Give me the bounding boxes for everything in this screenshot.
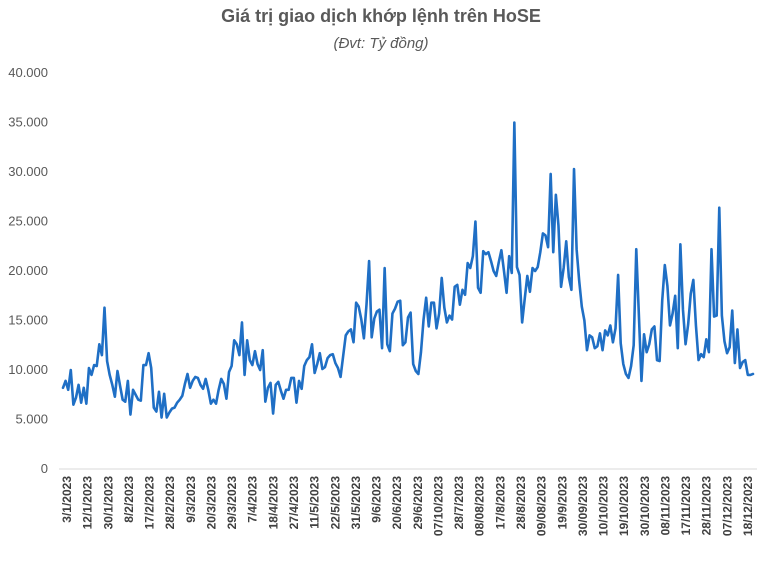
x-tick-label: 07/10/2023 [431,476,445,536]
series-line [61,121,755,419]
y-tick-label: 25.000 [8,214,48,229]
y-axis: 0 5.000 10.000 15.000 20.000 25.000 30.000 35.0… [8,65,48,476]
x-tick-label: 30/1/2023 [101,476,115,530]
x-tick-label: 18/4/2023 [266,476,280,530]
x-tick-label: 28/11/2023 [700,476,714,536]
y-tick-label: 10.000 [8,362,48,377]
x-tick-label: 08/11/2023 [658,476,672,536]
x-tick-label: 30/10/2023 [638,476,652,536]
x-tick-label: 29/3/2023 [225,476,239,530]
x-tick-label: 20/6/2023 [390,476,404,530]
y-tick-label: 40.000 [8,65,48,80]
x-tick-label: 27/4/2023 [287,476,301,530]
x-tick-label: 20/3/2023 [204,476,218,530]
y-tick-label: 5.000 [15,412,48,427]
x-tick-label: 09/08/2023 [535,476,549,536]
x-tick-label: 17/2/2023 [143,476,157,530]
x-tick-label: 11/5/2023 [308,476,322,529]
y-tick-label: 0 [41,461,48,476]
x-tick-label: 28/8/2023 [514,476,528,530]
x-tick-label: 9/6/2023 [370,476,384,523]
x-tick-label: 17/11/2023 [679,476,693,536]
x-axis: 3/1/2023 12/1/2023 30/1/2023 8/2/2023 17/2/2… [60,476,755,536]
y-tick-label: 35.000 [8,115,48,130]
x-tick-label: 3/1/2023 [60,476,74,523]
x-tick-label: 19/9/2023 [555,476,569,530]
chart-subtitle: (Đvt: Tỷ đồng) [333,35,429,52]
x-tick-label: 29/6/2023 [411,476,425,530]
chart-title: Giá trị giao dịch khớp lệnh trên HoSE [221,6,541,26]
x-tick-label: 10/10/2023 [597,476,611,536]
x-tick-label: 30/09/2023 [576,476,590,536]
x-tick-label: 07/12/2023 [720,476,734,536]
x-tick-label: 28/2/2023 [163,476,177,530]
x-tick-label: 28/7/2023 [452,476,466,530]
y-tick-label: 20.000 [8,263,48,278]
x-tick-label: 9/3/2023 [184,476,198,523]
plot-area [61,121,755,419]
x-tick-label: 22/5/2023 [328,476,342,530]
x-tick-label: 7/4/2023 [246,476,260,523]
x-tick-label: 8/2/2023 [122,476,136,523]
x-tick-label: 18/12/2023 [741,476,755,536]
x-tick-label: 31/5/2023 [349,476,363,530]
x-tick-label: 08/08/2023 [473,476,487,536]
x-tick-label: 19/10/2023 [617,476,631,536]
y-tick-label: 15.000 [8,313,48,328]
y-tick-label: 30.000 [8,164,48,179]
x-tick-label: 12/1/2023 [81,476,95,530]
x-tick-label: 17/8/2023 [493,476,507,530]
